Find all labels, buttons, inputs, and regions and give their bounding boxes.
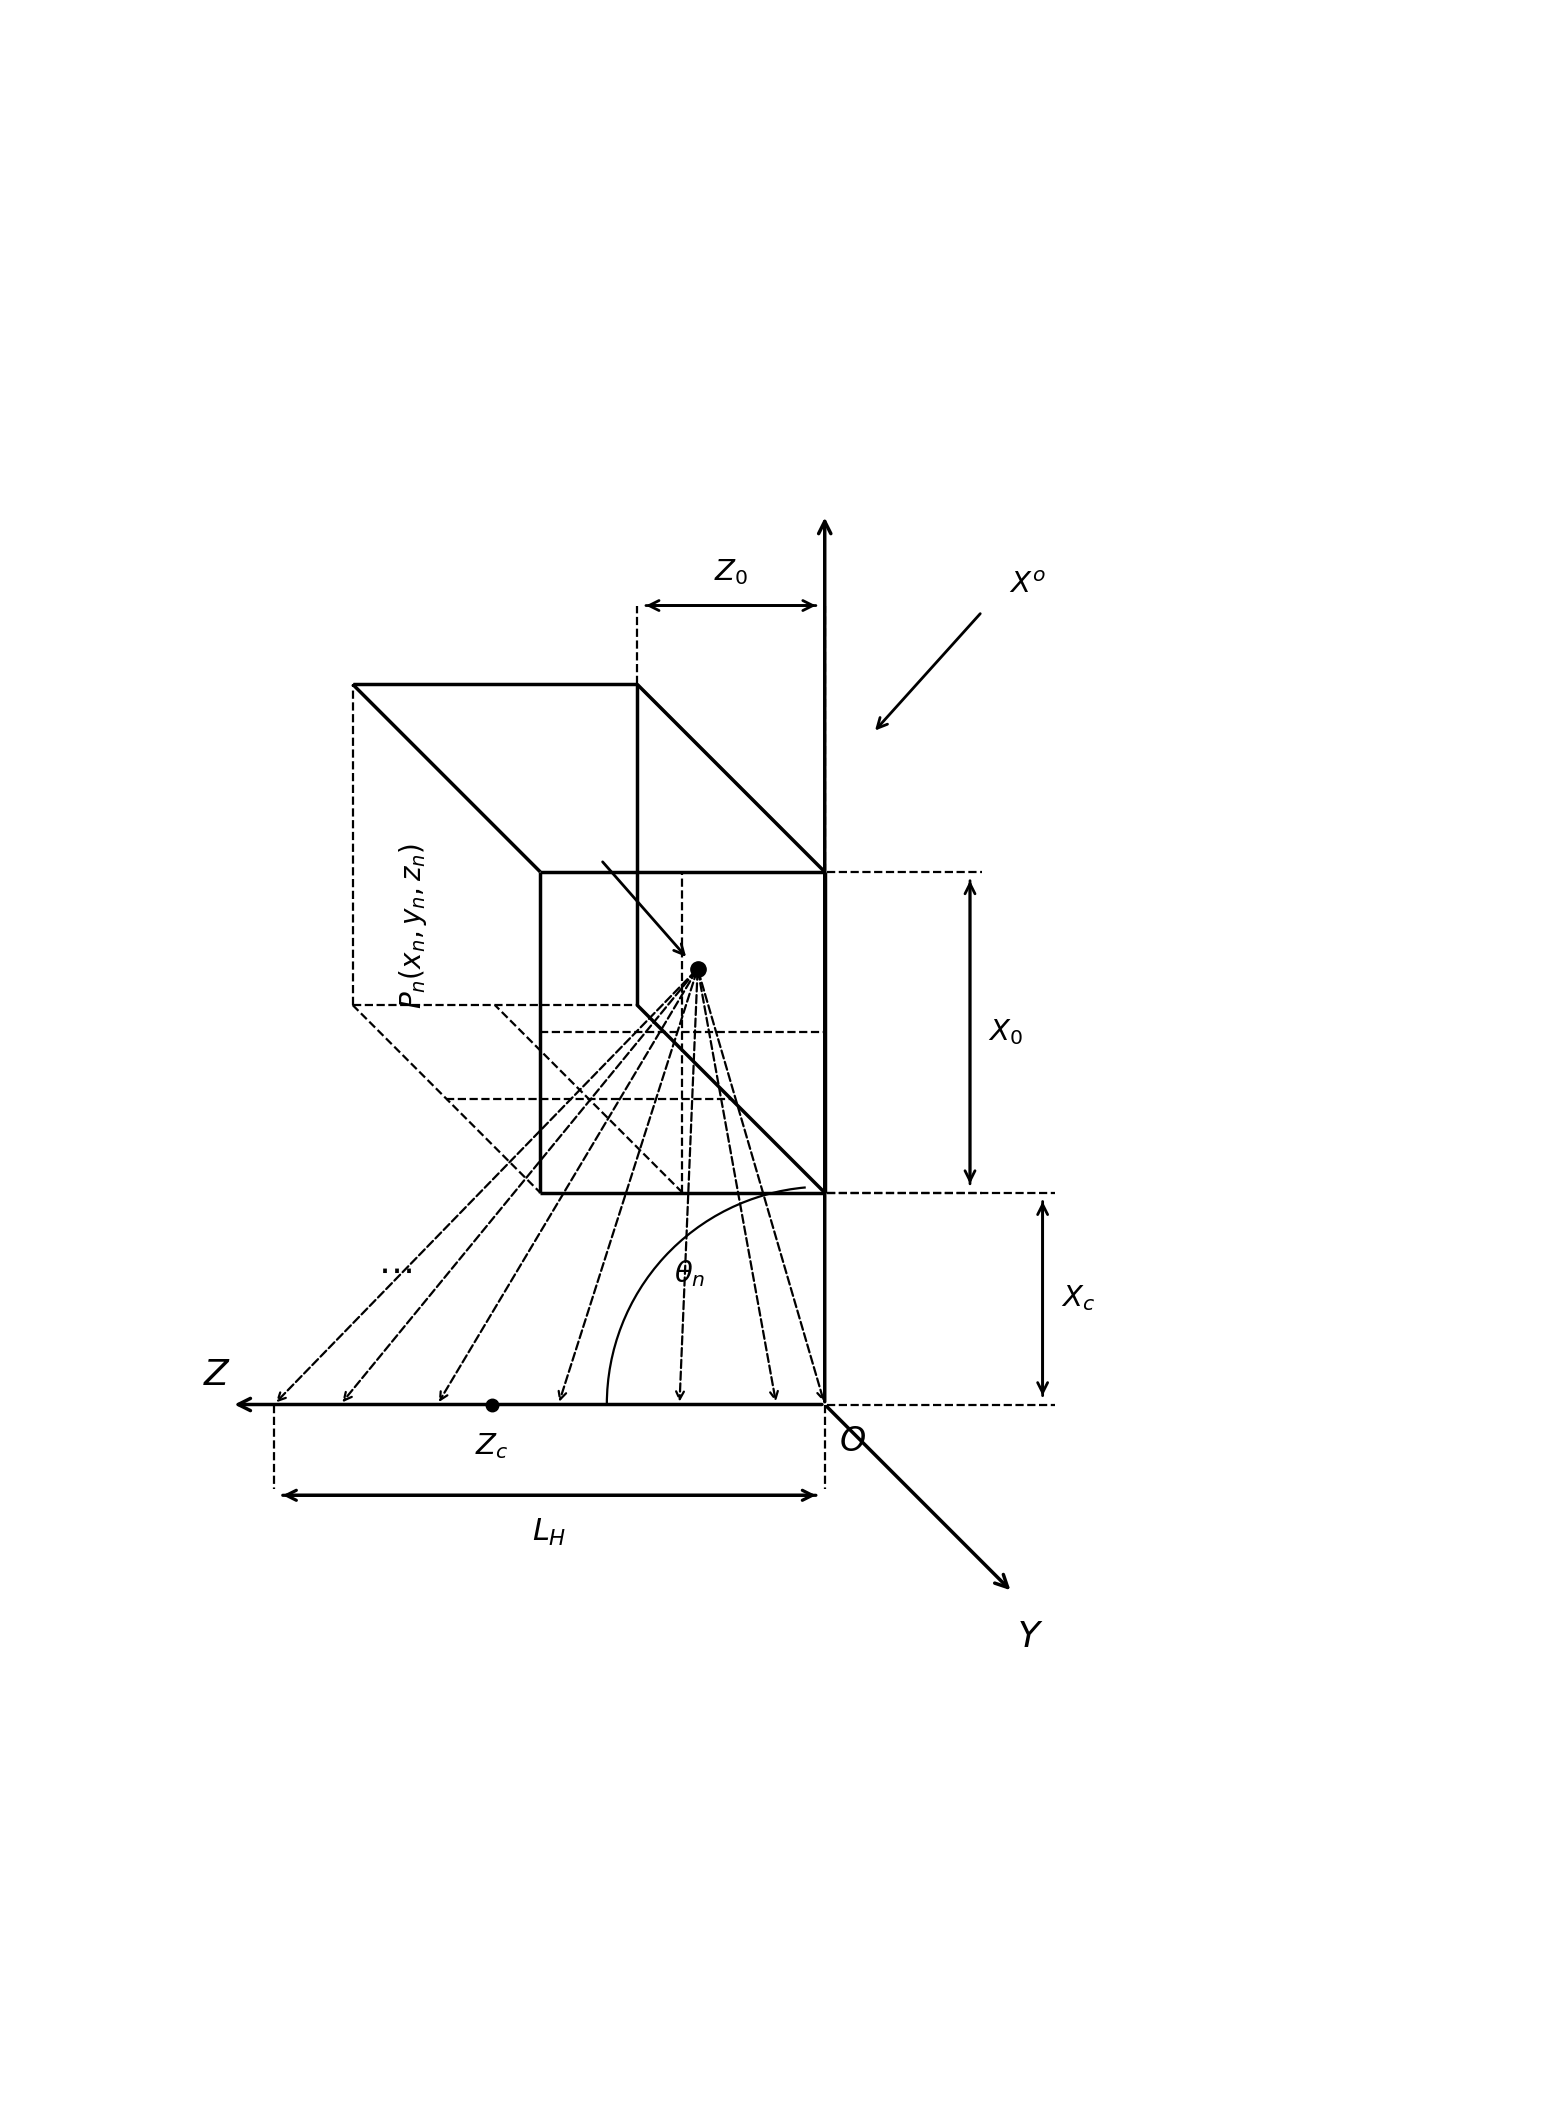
- Text: $\cdots$: $\cdots$: [378, 1253, 412, 1289]
- Text: $X^o$: $X^o$: [1009, 572, 1045, 599]
- Text: $L_H$: $L_H$: [533, 1517, 567, 1549]
- Text: $\theta_n$: $\theta_n$: [673, 1258, 706, 1289]
- Text: $Z_c$: $Z_c$: [475, 1431, 509, 1460]
- Text: $X_c$: $X_c$: [1061, 1283, 1095, 1315]
- Text: $O$: $O$: [839, 1426, 867, 1458]
- Text: $Z_0$: $Z_0$: [714, 557, 748, 587]
- Text: $Y$: $Y$: [1017, 1620, 1043, 1654]
- Text: $X_0$: $X_0$: [989, 1017, 1023, 1047]
- Text: $P_n(x_n, y_n, z_n)$: $P_n(x_n, y_n, z_n)$: [397, 844, 430, 1009]
- Text: $Z$: $Z$: [203, 1359, 231, 1393]
